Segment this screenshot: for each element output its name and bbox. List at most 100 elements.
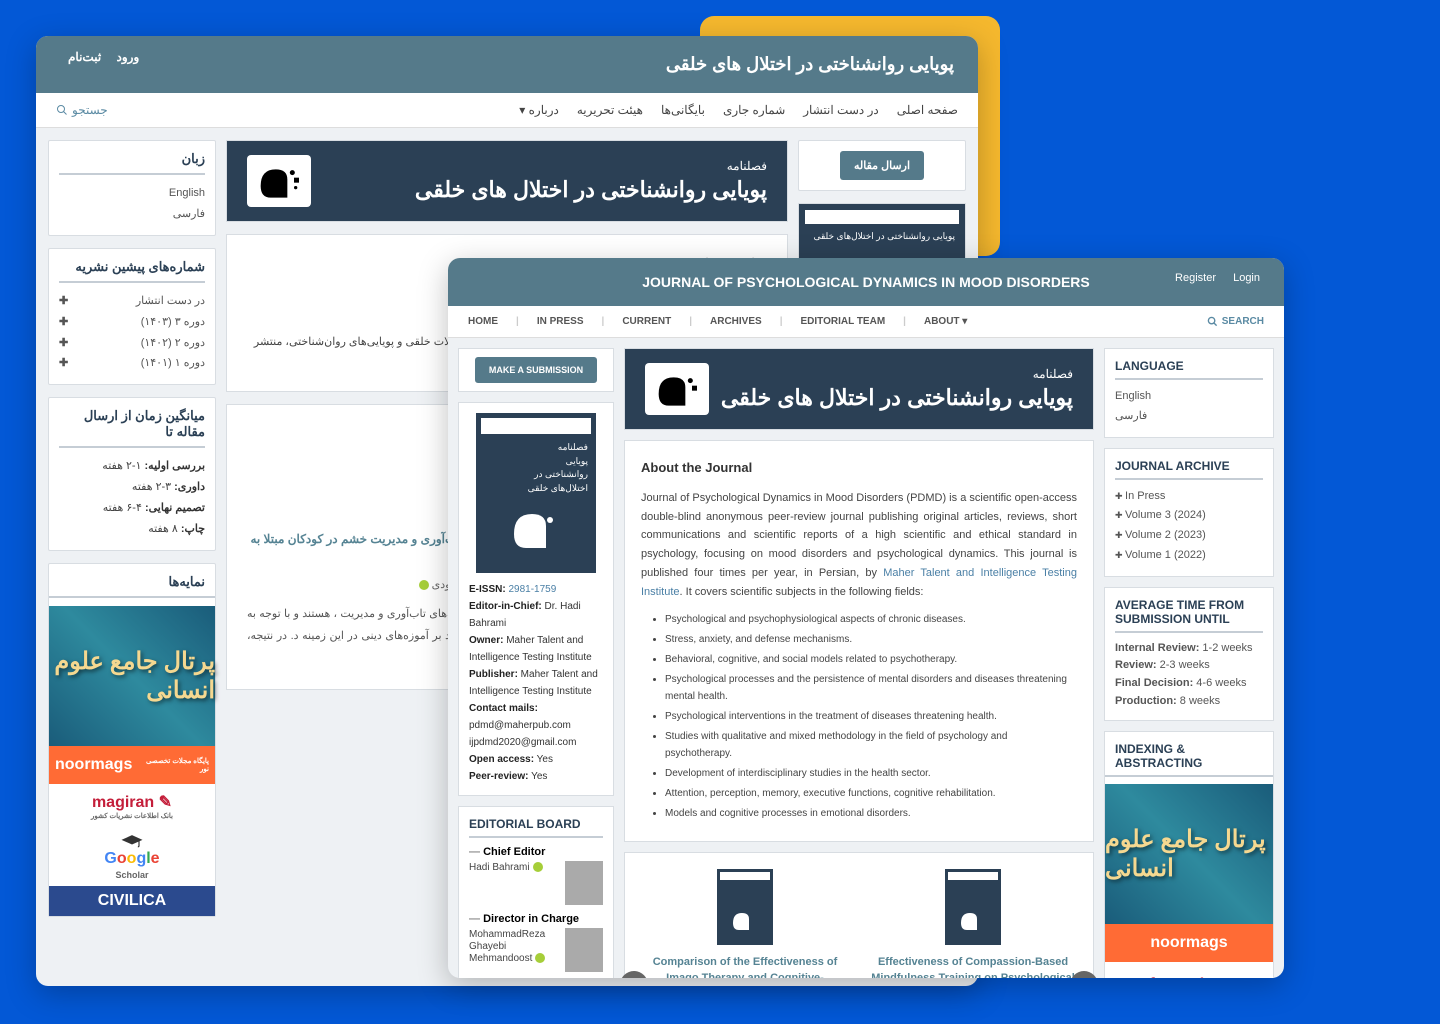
- magiran-logo[interactable]: ✎ magiranبانک اطلاعات نشریات کشور: [49, 784, 215, 828]
- archive-item[interactable]: ✚دوره ۱ (۱۴۰۱): [59, 353, 205, 374]
- panel-heading: LANGUAGE: [1115, 359, 1263, 380]
- lang-farsi[interactable]: فارسی: [1115, 407, 1263, 427]
- cover-info-panel: فصلنامهپویاییروانشناختی دراختلال‌های خلق…: [458, 402, 614, 796]
- director-heading: — Director in Charge: [469, 913, 603, 925]
- panel-heading: AVERAGE TIME FROM SUBMISSION UNTIL: [1115, 598, 1263, 633]
- about-heading: About the Journal: [641, 457, 1077, 479]
- portal-logo[interactable]: پرتال جامع علوم انسانی: [1105, 784, 1273, 924]
- person-name[interactable]: Hadi Bahrami: [469, 862, 530, 873]
- sidebar-right: LANGUAGE English فارسی JOURNAL ARCHIVE I…: [1104, 348, 1274, 978]
- top-links: ورود ثبت‌نام: [56, 50, 139, 64]
- nav-about[interactable]: ABOUT ▾: [924, 316, 967, 327]
- list-item: Stress, anxiety, and defense mechanisms.: [665, 631, 1077, 648]
- google-scholar-logo[interactable]: Google Scholar: [49, 828, 215, 886]
- banner-supertitle: فصلنامه: [415, 159, 767, 173]
- archive-panel: JOURNAL ARCHIVE In Press Volume 3 (2024)…: [1104, 448, 1274, 577]
- archive-item[interactable]: In Press: [1115, 487, 1263, 507]
- noormags-logo[interactable]: پایگاه مجلات تخصصی نور noormags: [49, 746, 215, 784]
- submit-panel: MAKE A SUBMISSION: [458, 348, 614, 392]
- indexing-panel: نمایه‌ها پرتال جامع علوم انسانی پایگاه م…: [48, 563, 216, 917]
- lang-english[interactable]: English: [1115, 387, 1263, 407]
- nav-inpress[interactable]: IN PRESS: [537, 316, 584, 327]
- archive-item[interactable]: Volume 1 (2022): [1115, 546, 1263, 566]
- scholar-cap-icon: [113, 834, 151, 848]
- site-title: پویایی روانشناختی در اختلال های خلقی: [666, 54, 954, 74]
- magiran-logo[interactable]: ✎ magiran: [1105, 962, 1273, 978]
- lang-english[interactable]: English: [59, 183, 205, 204]
- submit-button[interactable]: ارسال مقاله: [840, 151, 924, 180]
- register-link[interactable]: ثبت‌نام: [68, 50, 101, 64]
- archive-item[interactable]: Volume 3 (2024): [1115, 506, 1263, 526]
- nav-home[interactable]: HOME: [468, 316, 498, 327]
- archive-item[interactable]: Volume 2 (2023): [1115, 526, 1263, 546]
- portal-logo[interactable]: پرتال جامع علوم انسانی: [49, 606, 215, 746]
- main-content: فصلنامه پویایی روانشناختی در اختلال های …: [624, 348, 1094, 978]
- archive-item[interactable]: ✚دوره ۳ (۱۴۰۳): [59, 312, 205, 333]
- nav-editorial[interactable]: EDITORIAL TEAM: [801, 316, 886, 327]
- article-card: Comparison of the Effectiveness of Imago…: [641, 869, 849, 978]
- lang-farsi[interactable]: فارسی: [59, 204, 205, 225]
- list-item: Development of interdisciplinary studies…: [665, 765, 1077, 782]
- navbar: جستجو صفحه اصلی در دست انتشار شماره جاری…: [36, 93, 978, 128]
- topics-list: Psychological and psychophysiological as…: [641, 611, 1077, 822]
- top-links: Register Login: [1161, 272, 1260, 284]
- noormags-logo[interactable]: noormags: [1105, 924, 1273, 962]
- civilica-logo[interactable]: CIVILICA: [49, 886, 215, 916]
- site-title: JOURNAL OF PSYCHOLOGICAL DYNAMICS IN MOO…: [642, 274, 1090, 290]
- head-puzzle-icon: [506, 503, 566, 553]
- sidebar-left: MAKE A SUBMISSION فصلنامهپویاییروانشناخت…: [458, 348, 614, 978]
- login-link[interactable]: Login: [1233, 272, 1260, 284]
- article-title[interactable]: Effectiveness of Compassion-Based Mindfu…: [869, 955, 1077, 978]
- article-cover: [717, 869, 773, 945]
- indexing-panel: INDEXING & ABSTRACTING پرتال جامع علوم ا…: [1104, 731, 1274, 978]
- nav-archives[interactable]: ARCHIVES: [710, 316, 762, 327]
- archive-item[interactable]: ✚در دست انتشار: [59, 291, 205, 312]
- panel-heading: نمایه‌ها: [49, 564, 215, 598]
- archive-panel: شماره‌های پیشین نشریه ✚در دست انتشار ✚دو…: [48, 248, 216, 386]
- banner-title: پویایی روانشناختی در اختلال های خلقی: [721, 385, 1073, 411]
- nav-archives[interactable]: بایگانی‌ها: [661, 103, 705, 117]
- submit-button[interactable]: MAKE A SUBMISSION: [475, 357, 597, 383]
- person-name[interactable]: MohammadReza Ghayebi Mehmandoost: [469, 929, 545, 964]
- article-cover: [945, 869, 1001, 945]
- journal-banner: فصلنامه پویایی روانشناختی در اختلال های …: [226, 140, 788, 222]
- login-link[interactable]: ورود: [117, 50, 140, 64]
- search-link[interactable]: SEARCH: [1207, 316, 1264, 327]
- panel-heading: INDEXING & ABSTRACTING: [1105, 732, 1273, 777]
- archive-item[interactable]: ✚دوره ۲ (۱۴۰۲): [59, 333, 205, 354]
- cover-text: پویایی روانشناختی در اختلال‌های خلقی: [813, 230, 955, 243]
- language-panel: LANGUAGE English فارسی: [1104, 348, 1274, 438]
- search-link[interactable]: جستجو: [56, 103, 108, 117]
- list-item: Psychological processes and the persiste…: [665, 671, 1077, 705]
- site-header: پویایی روانشناختی در اختلال های خلقی ورو…: [36, 36, 978, 93]
- list-item: Behavioral, cognitive, and social models…: [665, 651, 1077, 668]
- nav-home[interactable]: صفحه اصلی: [897, 103, 958, 117]
- nav-editorial[interactable]: هیئت تحریریه: [577, 103, 643, 117]
- cover-image[interactable]: فصلنامهپویاییروانشناختی دراختلال‌های خلق…: [476, 413, 596, 573]
- nav-items: HOME| IN PRESS| CURRENT| ARCHIVES| EDITO…: [468, 316, 967, 327]
- sidebar-left: زبان English فارسی شماره‌های پیشین نشریه…: [48, 140, 216, 917]
- nav-current[interactable]: CURRENT: [622, 316, 671, 327]
- list-item: Psychological interventions in the treat…: [665, 708, 1077, 725]
- banner-supertitle: فصلنامه: [721, 367, 1073, 381]
- journal-info: E-ISSN: 2981-1759 Editor-in-Chief: Dr. H…: [469, 581, 603, 785]
- panel-heading: زبان: [59, 151, 205, 175]
- orcid-icon: [533, 862, 543, 872]
- list-item: Models and cognitive processes in emotio…: [665, 805, 1077, 822]
- list-item: Attention, perception, memory, executive…: [665, 785, 1077, 802]
- register-link[interactable]: Register: [1175, 272, 1216, 284]
- nav-current[interactable]: شماره جاری: [723, 103, 785, 117]
- search-label: SEARCH: [1222, 316, 1264, 327]
- timeline-panel: میانگین زمان از ارسال مقاله تا بررسی اول…: [48, 397, 216, 551]
- eissn-link[interactable]: 2981-1759: [508, 584, 556, 595]
- language-panel: زبان English فارسی: [48, 140, 216, 236]
- editorial-board-panel: EDITORIAL BOARD — Chief Editor Hadi Bahr…: [458, 806, 614, 978]
- nav-inpress[interactable]: در دست انتشار: [803, 103, 878, 117]
- orcid-icon: [535, 953, 545, 963]
- orcid-icon: [419, 580, 429, 590]
- nav-about[interactable]: درباره ▾: [519, 103, 559, 117]
- article-title[interactable]: Comparison of the Effectiveness of Imago…: [641, 955, 849, 978]
- about-section: About the Journal Journal of Psychologic…: [624, 440, 1094, 842]
- banner-title: پویایی روانشناختی در اختلال های خلقی: [415, 177, 767, 203]
- articles-carousel: ‹ Comparison of the Effectiveness of Ima…: [624, 852, 1094, 978]
